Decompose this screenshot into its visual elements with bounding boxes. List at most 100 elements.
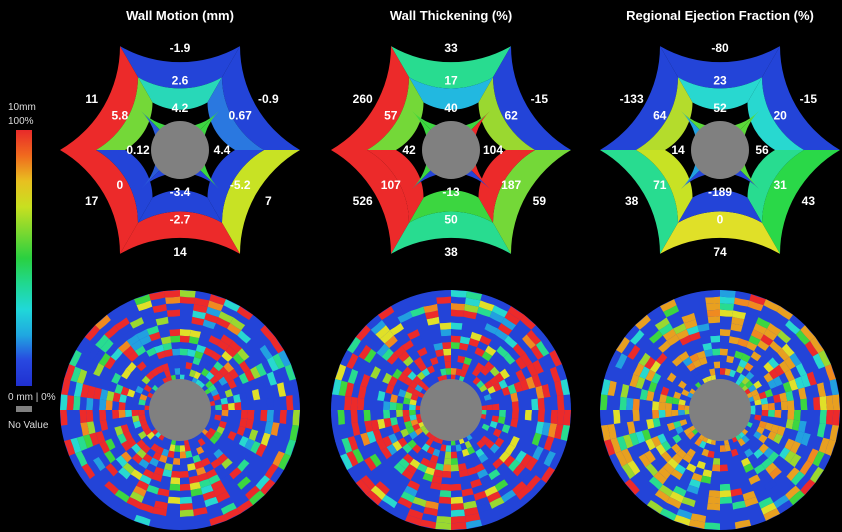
polar-map-cell xyxy=(60,410,68,426)
polar-map-cell xyxy=(701,448,710,457)
polar-map-cell xyxy=(346,450,359,467)
segment-value-mid-3: -2.7 xyxy=(170,213,191,227)
polar-map-cell xyxy=(204,496,219,508)
segment-value-mid-4: 71 xyxy=(653,178,667,192)
polar-map-cell xyxy=(754,463,766,475)
polar-map-cell xyxy=(397,437,408,448)
polar-map-cell xyxy=(720,445,726,452)
polar-map-cell xyxy=(202,319,216,330)
polar-map-cell xyxy=(481,351,493,362)
polar-map-cell xyxy=(674,463,686,475)
polar-map-cell xyxy=(644,356,656,370)
polar-map-cell xyxy=(748,474,761,485)
polar-map-cell xyxy=(224,388,234,398)
polar-map-cell xyxy=(236,425,246,437)
polar-map-cell xyxy=(812,450,825,467)
polar-map-cell xyxy=(414,384,423,393)
polar-map-cell xyxy=(255,363,267,377)
polar-map-cell xyxy=(369,453,382,468)
polar-map-cell xyxy=(360,374,371,388)
polar-map-cell xyxy=(624,479,640,495)
segment-mid-1 xyxy=(747,77,804,150)
polar-map-cell xyxy=(239,418,248,428)
polar-map-cell xyxy=(151,338,163,348)
polar-map-cell xyxy=(390,417,398,426)
polar-map-cell xyxy=(141,444,151,454)
polar-map-cell xyxy=(157,488,170,497)
polar-map-cell xyxy=(137,431,147,440)
segment-value-apical-0: 40 xyxy=(444,101,458,115)
segment-basal-4 xyxy=(600,150,678,254)
polar-map-cell xyxy=(795,329,811,345)
polar-map-cell xyxy=(221,403,229,410)
polar-map-cell xyxy=(468,338,480,348)
polar-map-cell xyxy=(784,450,796,464)
polar-map-cell xyxy=(763,361,774,373)
polar-map-cell xyxy=(789,453,802,468)
segment-value-mid-5: 5.8 xyxy=(111,108,128,122)
polar-map-cell xyxy=(661,440,672,452)
polar-map-cell xyxy=(404,391,413,400)
polar-map-cell xyxy=(141,423,150,431)
polar-map-cell xyxy=(403,376,413,386)
polar-map-cell xyxy=(270,422,280,437)
polar-map-cell xyxy=(99,410,107,421)
polar-map-cell xyxy=(146,347,157,357)
legend-min-label: 0 mm | 0% xyxy=(8,392,56,403)
polar-map-cell xyxy=(745,371,755,381)
polar-map-cell xyxy=(426,316,440,326)
polar-map-cell xyxy=(266,371,278,386)
polar-map-cell xyxy=(410,393,419,401)
polar-map-cell xyxy=(192,500,207,510)
polar-map-cell xyxy=(510,392,519,402)
polar-map-cell xyxy=(404,420,413,429)
polar-map-cell xyxy=(511,401,519,410)
polar-map-cell xyxy=(264,421,274,435)
polar-map-cell xyxy=(251,389,261,401)
polar-map-cell xyxy=(79,410,87,424)
polar-map-cell xyxy=(736,365,745,374)
polar-map-cell xyxy=(678,404,685,410)
polar-map-cell xyxy=(526,329,542,345)
polar-map-cell xyxy=(134,345,146,357)
polar-map-cell xyxy=(770,424,780,434)
legend-no-value-label: No Value xyxy=(8,420,49,431)
polar-map-cell xyxy=(481,423,490,431)
polar-map-cell xyxy=(492,458,504,470)
polar-map-cell xyxy=(405,345,417,357)
segment-mid-1 xyxy=(478,77,535,150)
polar-map-cell xyxy=(478,453,489,464)
segment-mid-2 xyxy=(207,150,264,223)
polar-map-cell xyxy=(152,452,162,461)
polar-map-cell xyxy=(773,364,785,376)
polar-map-cell xyxy=(531,432,542,446)
polar-map-cell xyxy=(384,335,398,349)
polar-map-cell xyxy=(180,296,195,304)
polar-map-cell xyxy=(679,419,688,427)
polar-map-cell xyxy=(660,386,670,396)
polar-map-cell xyxy=(795,363,807,377)
polar-map-cell xyxy=(194,350,204,360)
polar-map-cell xyxy=(754,399,762,406)
polar-map-cell xyxy=(100,338,114,353)
polar-map-cell xyxy=(779,392,788,402)
polar-map-cell xyxy=(272,353,285,370)
polar-map-cell xyxy=(220,502,237,515)
polar-map-cell xyxy=(768,410,775,418)
polar-map-cell xyxy=(366,430,377,444)
polar-map-cell xyxy=(165,296,180,304)
polar-map-cell xyxy=(270,336,284,354)
polar-map-cell xyxy=(388,376,398,387)
polar-map-cell xyxy=(160,336,172,345)
polar-map-cell xyxy=(118,467,131,480)
polar-map-cell xyxy=(173,361,180,369)
polar-map-cell xyxy=(167,496,180,504)
polar-map-cell xyxy=(86,385,96,399)
polar-map-cell xyxy=(494,372,505,383)
segment-value-mid-0: 17 xyxy=(444,74,458,88)
polar-map-cell xyxy=(635,314,651,330)
polar-map-cell xyxy=(278,350,291,367)
polar-map-cell xyxy=(442,470,451,478)
polar-map-cell xyxy=(126,361,137,373)
polar-map-cell xyxy=(560,424,570,442)
